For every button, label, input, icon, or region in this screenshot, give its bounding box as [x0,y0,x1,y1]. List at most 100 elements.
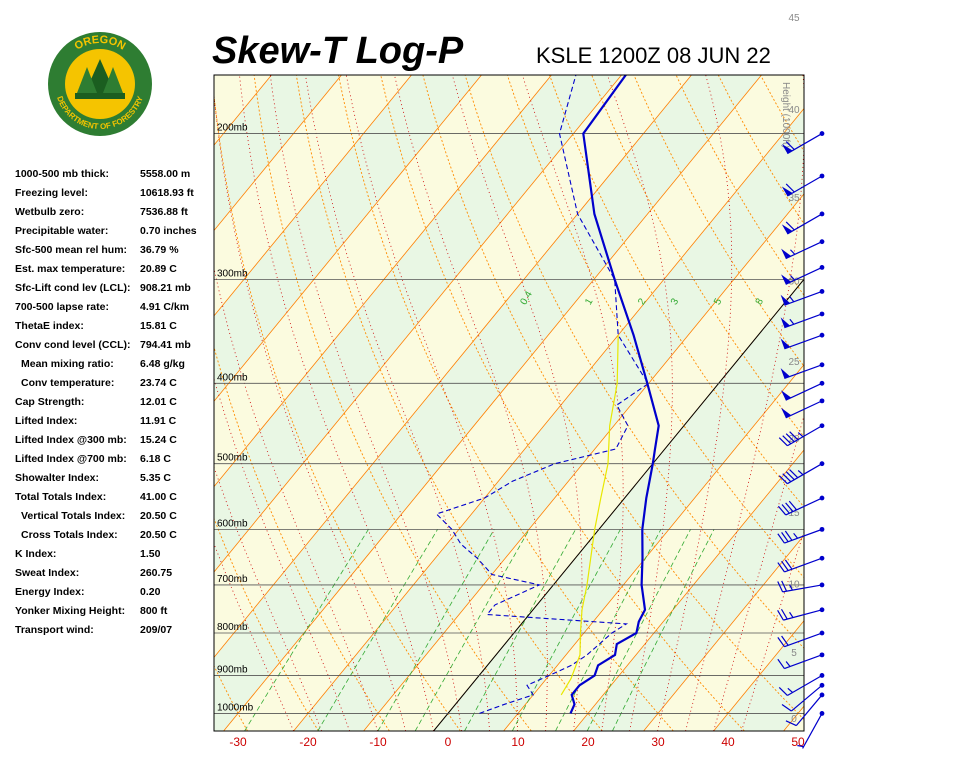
stat-value: 4.91 C/km [140,301,190,313]
stat-value: 23.74 C [140,377,177,389]
stat-row: Showalter Index: 5.35 C [15,472,215,491]
wind-barb-feather [785,720,797,727]
height-tick-label: 35 [788,193,800,204]
wind-barb-flag [780,294,791,306]
wind-barb-flag [780,317,791,328]
wind-barb-staff [802,713,823,749]
mixing-ratio-label: 1 [583,296,596,307]
wind-barb-dot [819,239,825,245]
stat-value: 15.81 C [140,320,177,332]
zero-isotherm [433,278,804,731]
stat-value: 5.35 C [140,472,171,484]
moist-adiabat [305,75,490,731]
moist-adiabat [214,91,406,731]
stat-value: 36.79 % [140,244,179,256]
isotherm-band [0,75,62,731]
wind-barb-flag [781,186,793,196]
isobar-label: 300mb [217,269,248,280]
mixing-ratio-line [612,529,715,731]
stat-label: K Index: [15,548,57,560]
wind-barb [778,673,825,696]
wind-barb-dot [819,526,825,532]
height-tick-label: 5 [791,648,797,659]
wind-barb-dot [819,582,825,588]
x-tick-label: 30 [651,735,665,749]
wind-barb-feather [777,533,785,544]
wind-barb-flag [781,224,793,234]
dry-adiabat [214,664,248,731]
wind-barb [777,607,825,621]
wind-barb-half-feather [785,661,791,667]
station-time-label: KSLE 1200Z 08 JUN 22 [536,43,771,68]
dry-adiabat [42,75,177,731]
wind-barb-feather [782,473,792,483]
wind-barb [781,173,825,197]
logo-ground [75,93,125,99]
stat-row: Cross Totals Index: 20.50 C [15,529,215,548]
isobar-label: 800mb [217,622,248,633]
stat-value: 12.01 C [140,396,177,408]
height-tick-label: 30 [788,277,800,288]
wind-barb-staff [784,632,823,648]
tree-icon [103,67,123,93]
isotherm-line [214,75,412,317]
isotherm-line [223,75,762,731]
wind-barb-feather [789,469,799,479]
stat-value: 20.89 C [140,263,177,275]
stat-label: Conv cond level (CCL): [15,339,131,351]
isobar-label: 900mb [217,664,248,675]
mixing-ratio-label: 8 [754,296,767,307]
stat-label: Wetbulb zero: [15,206,85,218]
wind-barb-dot [819,332,825,338]
stat-label: Mean mixing ratio: [21,358,114,370]
dry-adiabat [380,75,745,731]
wind-barb-feather [778,687,788,696]
stat-row: Lifted Index @300 mb: 15.24 C [15,434,215,453]
isotherm-line [0,75,132,731]
wind-barb-feather [778,475,788,485]
stat-row: Precipitable water: 0.70 inches [15,225,215,244]
wind-barb-dot [819,673,825,678]
wind-barb-half-feather [789,611,794,618]
dewpoint-trace [435,75,650,714]
isotherm-line [713,620,804,731]
wind-barb-staff [785,382,823,401]
isotherm-band [0,75,132,731]
isotherm-line [0,75,202,731]
wind-barb [797,711,825,749]
wind-barb-flag [780,338,791,349]
x-tick-label: -20 [299,735,317,749]
stat-value: 41.00 C [140,491,177,503]
stat-row: Conv cond level (CCL): 794.41 mb [15,339,215,358]
wind-barb-feather [781,532,789,543]
wind-barb-half-feather [790,249,796,255]
wind-barb-flag [781,274,792,285]
height-tick-label: 45 [788,13,800,24]
moist-adiabat [394,75,548,731]
wind-barb-half-feather [790,275,796,281]
x-tick-label: 0 [445,735,452,749]
wind-barb [785,692,825,727]
isotherm-line [214,75,622,573]
dry-adiabat [549,75,804,508]
wind-barb-dot [819,495,825,501]
stat-label: Lifted Index: [15,415,78,427]
wind-barb-staff [785,400,823,419]
wind-barb [781,380,825,401]
stat-value: 260.75 [140,567,173,579]
wind-barb [777,580,825,593]
wind-barb-feather [780,608,788,620]
stat-value: 0.70 inches [140,225,197,237]
mixing-ratio-label: 5 [712,296,725,307]
wind-barb-feather [781,504,790,514]
chart-title: Skew-T Log-P [212,30,464,72]
wind-barb-dot [819,211,825,217]
wind-barb-staff [785,241,823,260]
wind-barb-dot [819,692,825,698]
isobar-lines: 200mb 300mb 400mb 500mb 600mb 700mb 800mb 900mb… [214,123,804,714]
wind-barb-staff [782,584,823,593]
isotherm-line [573,449,804,731]
wind-barb [781,239,825,260]
stat-label: Cross Totals Index: [21,529,118,541]
wind-barb-feather [781,704,792,712]
